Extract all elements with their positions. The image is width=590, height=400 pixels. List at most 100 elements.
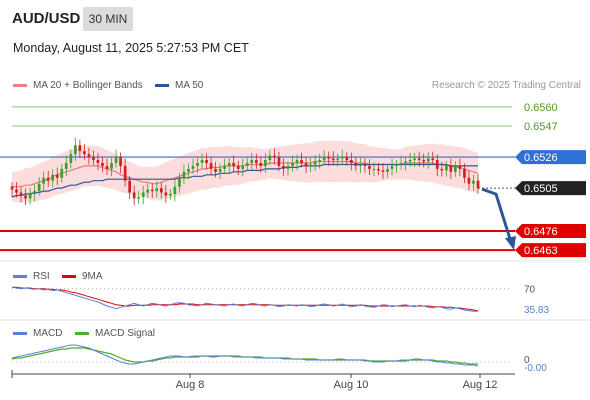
candle-body bbox=[386, 168, 389, 172]
candle-body bbox=[214, 168, 217, 172]
candle-body bbox=[381, 170, 385, 172]
projection-arrowhead bbox=[505, 236, 516, 251]
candle-body bbox=[390, 165, 394, 169]
candle-body bbox=[146, 189, 150, 193]
candle-body bbox=[417, 158, 421, 160]
last-price-tag bbox=[515, 181, 586, 196]
candle-body bbox=[132, 192, 136, 199]
ma9-swatch bbox=[62, 275, 76, 278]
candle-body bbox=[286, 165, 290, 169]
legend-rsi: RSI bbox=[13, 271, 50, 282]
legend-ma50-label: MA 50 bbox=[175, 80, 204, 91]
candle-body bbox=[476, 180, 480, 189]
x-tick-label: Aug 10 bbox=[334, 379, 369, 391]
projection-arrow bbox=[481, 187, 513, 243]
candle-body bbox=[232, 163, 235, 166]
candle-body bbox=[33, 191, 36, 195]
candle-body bbox=[64, 163, 68, 169]
support-tag bbox=[515, 223, 586, 238]
candle-body bbox=[223, 165, 226, 169]
candle-body bbox=[92, 157, 95, 161]
candle-body bbox=[74, 145, 77, 155]
datetime-label: Monday, August 11, 2025 5:27:53 PM CET bbox=[13, 41, 249, 55]
legend-rsi-label: RSI bbox=[33, 271, 50, 282]
candle-body bbox=[236, 165, 240, 169]
candle-body bbox=[241, 165, 245, 169]
level-label: 0.6526 bbox=[524, 152, 558, 164]
candle-body bbox=[395, 164, 398, 166]
timeframe-button[interactable]: 30 MIN bbox=[83, 7, 133, 31]
candle-body bbox=[137, 197, 140, 199]
candle-body bbox=[304, 163, 308, 166]
candle-body bbox=[187, 168, 190, 172]
candle-body bbox=[227, 163, 231, 166]
candle-body bbox=[295, 160, 299, 163]
legend-ma20: MA 20 + Bollinger Bands bbox=[13, 80, 143, 91]
candle-body bbox=[42, 177, 45, 184]
candle-body bbox=[96, 160, 100, 163]
candle-body bbox=[449, 165, 453, 172]
candle-body bbox=[200, 160, 204, 163]
candle-body bbox=[101, 163, 104, 166]
legend-ma20-label: MA 20 + Bollinger Bands bbox=[33, 80, 143, 91]
candle-body bbox=[69, 154, 73, 163]
candle-body bbox=[445, 165, 448, 171]
candle-body bbox=[10, 186, 14, 190]
candle-body bbox=[55, 174, 59, 178]
candle-body bbox=[372, 168, 376, 170]
candle-body bbox=[15, 189, 18, 193]
candle-body bbox=[218, 168, 222, 172]
candle-body bbox=[399, 163, 403, 165]
candle-body bbox=[245, 163, 249, 166]
candle-body bbox=[164, 192, 168, 196]
candle-body bbox=[431, 158, 435, 160]
candle-body bbox=[327, 157, 331, 159]
level-label: 0.6476 bbox=[524, 226, 558, 238]
candle-body bbox=[128, 180, 131, 193]
candle-body bbox=[345, 157, 349, 161]
candle-body bbox=[255, 160, 258, 163]
support-tag bbox=[515, 243, 586, 258]
candle-body bbox=[331, 158, 335, 160]
candle-body bbox=[363, 164, 367, 166]
candle-body bbox=[309, 164, 312, 166]
rsi-level-label: 70 bbox=[524, 285, 536, 296]
candle-body bbox=[336, 158, 340, 160]
candle-body bbox=[264, 160, 267, 166]
candle-body bbox=[141, 192, 145, 197]
candle-body bbox=[46, 177, 50, 181]
legend-ma50: MA 50 bbox=[155, 80, 203, 91]
level-label: 0.6463 bbox=[524, 245, 558, 257]
candle-body bbox=[413, 158, 416, 160]
macd-last-value: -0.00 bbox=[524, 363, 547, 374]
candle-body bbox=[463, 168, 466, 178]
candle-body bbox=[458, 165, 462, 169]
level-label: 0.6547 bbox=[524, 121, 558, 133]
candle-body bbox=[110, 163, 113, 169]
candle-body bbox=[291, 163, 294, 166]
candle-body bbox=[259, 163, 263, 166]
candle-body bbox=[300, 160, 303, 163]
macd-line bbox=[11, 344, 479, 367]
candle-body bbox=[340, 157, 344, 159]
candle-body bbox=[150, 189, 154, 192]
candle-body bbox=[404, 161, 407, 163]
candle-body bbox=[250, 160, 254, 163]
candle-body bbox=[119, 157, 122, 166]
candle-body bbox=[123, 165, 127, 181]
candle-body bbox=[155, 188, 159, 192]
rsi-line bbox=[11, 286, 478, 312]
candle-body bbox=[191, 165, 195, 169]
candle-body bbox=[114, 157, 118, 163]
candle-body bbox=[37, 183, 41, 192]
level-label: 0.6505 bbox=[524, 183, 558, 195]
x-tick-label: Aug 8 bbox=[176, 379, 205, 391]
candle-body bbox=[196, 163, 199, 166]
candle-body bbox=[440, 168, 444, 171]
legend-9ma-label: 9MA bbox=[82, 271, 103, 282]
candle-body bbox=[51, 174, 55, 181]
candle-body bbox=[277, 157, 281, 166]
candle-body bbox=[60, 168, 64, 178]
legend-macd-signal: MACD Signal bbox=[75, 328, 155, 339]
